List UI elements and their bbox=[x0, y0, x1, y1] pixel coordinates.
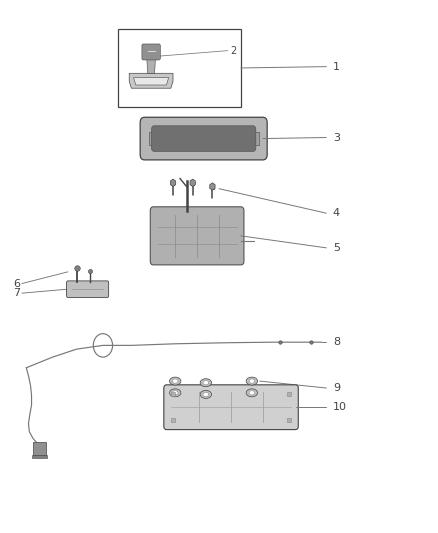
Bar bbox=[254, 132, 259, 145]
Polygon shape bbox=[147, 57, 155, 73]
Ellipse shape bbox=[200, 390, 212, 399]
Polygon shape bbox=[32, 455, 47, 458]
Bar bbox=[118, 29, 241, 107]
Text: 8: 8 bbox=[333, 337, 340, 347]
FancyBboxPatch shape bbox=[164, 385, 298, 430]
Polygon shape bbox=[129, 73, 173, 88]
Text: 10: 10 bbox=[333, 402, 347, 412]
Text: 4: 4 bbox=[333, 208, 340, 218]
Bar bbox=[149, 132, 154, 145]
Ellipse shape bbox=[170, 377, 181, 385]
Polygon shape bbox=[170, 179, 176, 187]
Polygon shape bbox=[210, 183, 215, 190]
Text: 1: 1 bbox=[333, 62, 340, 71]
FancyBboxPatch shape bbox=[67, 281, 109, 297]
Ellipse shape bbox=[246, 389, 258, 397]
Text: 2: 2 bbox=[230, 46, 236, 55]
Ellipse shape bbox=[249, 391, 255, 395]
Ellipse shape bbox=[170, 389, 181, 397]
Text: 9: 9 bbox=[333, 383, 340, 393]
Polygon shape bbox=[134, 77, 169, 85]
Bar bbox=[33, 442, 46, 455]
FancyBboxPatch shape bbox=[150, 207, 244, 265]
Text: 7: 7 bbox=[13, 288, 20, 298]
Ellipse shape bbox=[246, 377, 258, 385]
Text: 5: 5 bbox=[333, 243, 340, 253]
Ellipse shape bbox=[200, 378, 212, 387]
Ellipse shape bbox=[173, 379, 178, 383]
FancyBboxPatch shape bbox=[140, 117, 267, 160]
Polygon shape bbox=[190, 179, 195, 187]
Ellipse shape bbox=[203, 381, 208, 385]
Ellipse shape bbox=[249, 379, 255, 383]
Ellipse shape bbox=[203, 392, 208, 397]
FancyBboxPatch shape bbox=[142, 44, 160, 60]
FancyBboxPatch shape bbox=[152, 126, 256, 151]
Text: 6: 6 bbox=[13, 279, 20, 288]
Text: 3: 3 bbox=[333, 133, 340, 142]
Ellipse shape bbox=[173, 391, 178, 395]
